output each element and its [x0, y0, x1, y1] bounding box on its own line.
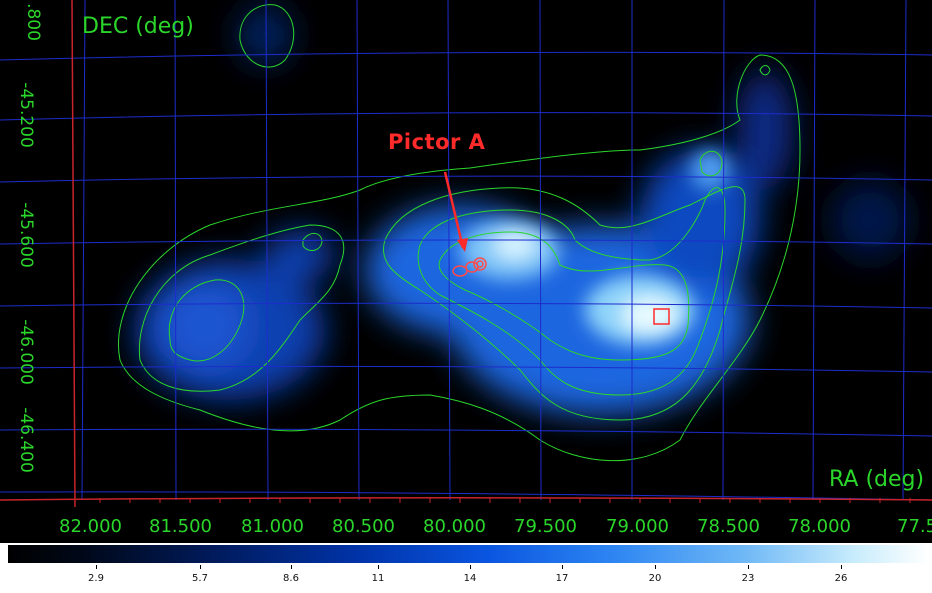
- colorbar-tick: [291, 565, 292, 569]
- dec-tick-label: -46.400: [15, 407, 36, 473]
- contour-lines: [118, 4, 801, 462]
- colorbar-tick: [841, 565, 842, 569]
- colorbar-label: 17: [555, 573, 569, 584]
- colorbar-tick: [562, 565, 563, 569]
- dec-axis-title: DEC (deg): [82, 14, 194, 39]
- ra-tick-label: 78.500: [697, 516, 760, 537]
- ra-tick-label: 81.500: [149, 516, 212, 537]
- ra-axis-title: RA (deg): [829, 467, 925, 492]
- pictor-a-label: Pictor A: [388, 130, 486, 154]
- dec-tick-label: -45.200: [15, 82, 36, 148]
- colorbar-label: 23: [741, 573, 755, 584]
- colorbar-label: 26: [834, 573, 848, 584]
- colorbar-tick: [470, 565, 471, 569]
- ra-tick-label: 79.000: [606, 516, 669, 537]
- colorbar-tick: [96, 565, 97, 569]
- colorbar-label: 5.7: [192, 573, 208, 584]
- dec-tick-label: -46.000: [15, 319, 36, 385]
- colorbar-gradient[interactable]: [8, 545, 928, 563]
- dec-tick-label: -45.600: [15, 202, 36, 268]
- ra-tick-label: 77.5: [897, 516, 932, 537]
- colorbar-tick: [748, 565, 749, 569]
- colorbar-label: 11: [371, 573, 385, 584]
- colorbar-label: 20: [648, 573, 662, 584]
- coordinate-grid: [0, 0, 932, 501]
- colorbar-panel: 2.9 5.7 8.6 11 14 17 20 23 26: [0, 543, 932, 593]
- source-box-marker[interactable]: [653, 308, 670, 325]
- ra-tick-label: 80.500: [332, 516, 395, 537]
- emission-map: [0, 0, 932, 508]
- colorbar-label: 8.6: [283, 573, 299, 584]
- ra-tick-label: 79.500: [514, 516, 577, 537]
- ra-tick-label: 78.000: [788, 516, 851, 537]
- colorbar-tick: [655, 565, 656, 569]
- ra-tick-label: 82.000: [59, 516, 122, 537]
- colorbar-tick: [200, 565, 201, 569]
- axis-lines: [0, 0, 932, 508]
- sky-map-image[interactable]: [0, 0, 932, 543]
- colorbar-tick: [378, 565, 379, 569]
- colorbar-label: 14: [463, 573, 477, 584]
- dec-tick-label: .800: [22, 3, 43, 41]
- ra-tick-label: 81.000: [241, 516, 304, 537]
- colorbar-label: 2.9: [88, 573, 104, 584]
- ra-tick-label: 80.000: [423, 516, 486, 537]
- pictor-a-marker[interactable]: [443, 171, 487, 277]
- ra-minor-ticks: [99, 498, 911, 503]
- radio-contours: [452, 257, 487, 277]
